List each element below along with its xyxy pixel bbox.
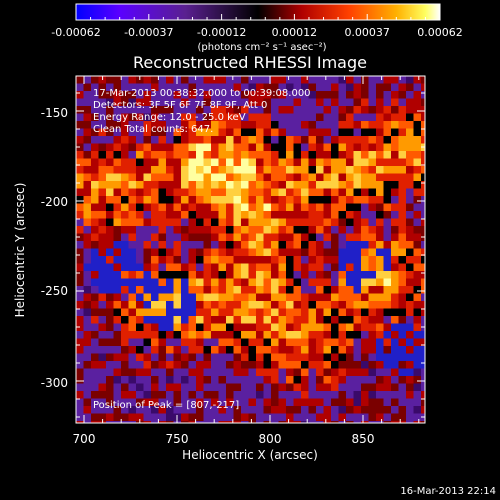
colorbar-tick-label: 0.00037 <box>344 26 390 39</box>
x-tick-label: 800 <box>259 432 282 446</box>
plot-title: Reconstructed RHESSI Image <box>133 53 367 72</box>
colorbar-tick-label: -0.00037 <box>124 26 173 39</box>
y-tick-label: -150 <box>41 106 68 120</box>
y-axis-label: Heliocentric Y (arcsec) <box>13 183 27 318</box>
solar-image <box>76 76 425 423</box>
plot-frame <box>75 75 426 424</box>
colorbar-gradient <box>75 3 441 21</box>
info-time-range: 17-Mar-2013 00:38:32.000 to 00:39:08.000 <box>93 88 311 99</box>
y-tick-label: -300 <box>41 376 68 390</box>
x-axis-label: Heliocentric X (arcsec) <box>182 448 318 462</box>
colorbar-tick-label: 0.00062 <box>417 26 463 39</box>
x-tick-label: 850 <box>352 432 375 446</box>
y-tick-label: -250 <box>41 284 68 298</box>
colorbar-tick-label: 0.00012 <box>272 26 318 39</box>
peak-position: Position of Peak = [807,-217] <box>93 400 239 411</box>
info-energy-range: Energy Range: 12.0 - 25.0 keV <box>93 112 246 123</box>
footer-timestamp: 16-Mar-2013 22:14 <box>400 486 496 497</box>
info-clean-counts: Clean Total counts: 647. <box>93 124 213 135</box>
colorbar-tick-label: -0.00062 <box>51 26 100 39</box>
colorbar-units: (photons cm⁻² s⁻¹ asec⁻²) <box>197 42 326 53</box>
x-tick-label: 700 <box>73 432 96 446</box>
y-tick-label: -200 <box>41 195 68 209</box>
colorbar-tick-label: -0.00012 <box>197 26 246 39</box>
info-detectors: Detectors: 3F 5F 6F 7F 8F 9F, Att 0 <box>93 100 267 111</box>
colorbar: -0.00062 -0.00037 -0.00012 0.00012 0.000… <box>51 3 463 53</box>
observation-info: 17-Mar-2013 00:38:32.000 to 00:39:08.000… <box>93 88 311 411</box>
x-tick-label: 750 <box>166 432 189 446</box>
